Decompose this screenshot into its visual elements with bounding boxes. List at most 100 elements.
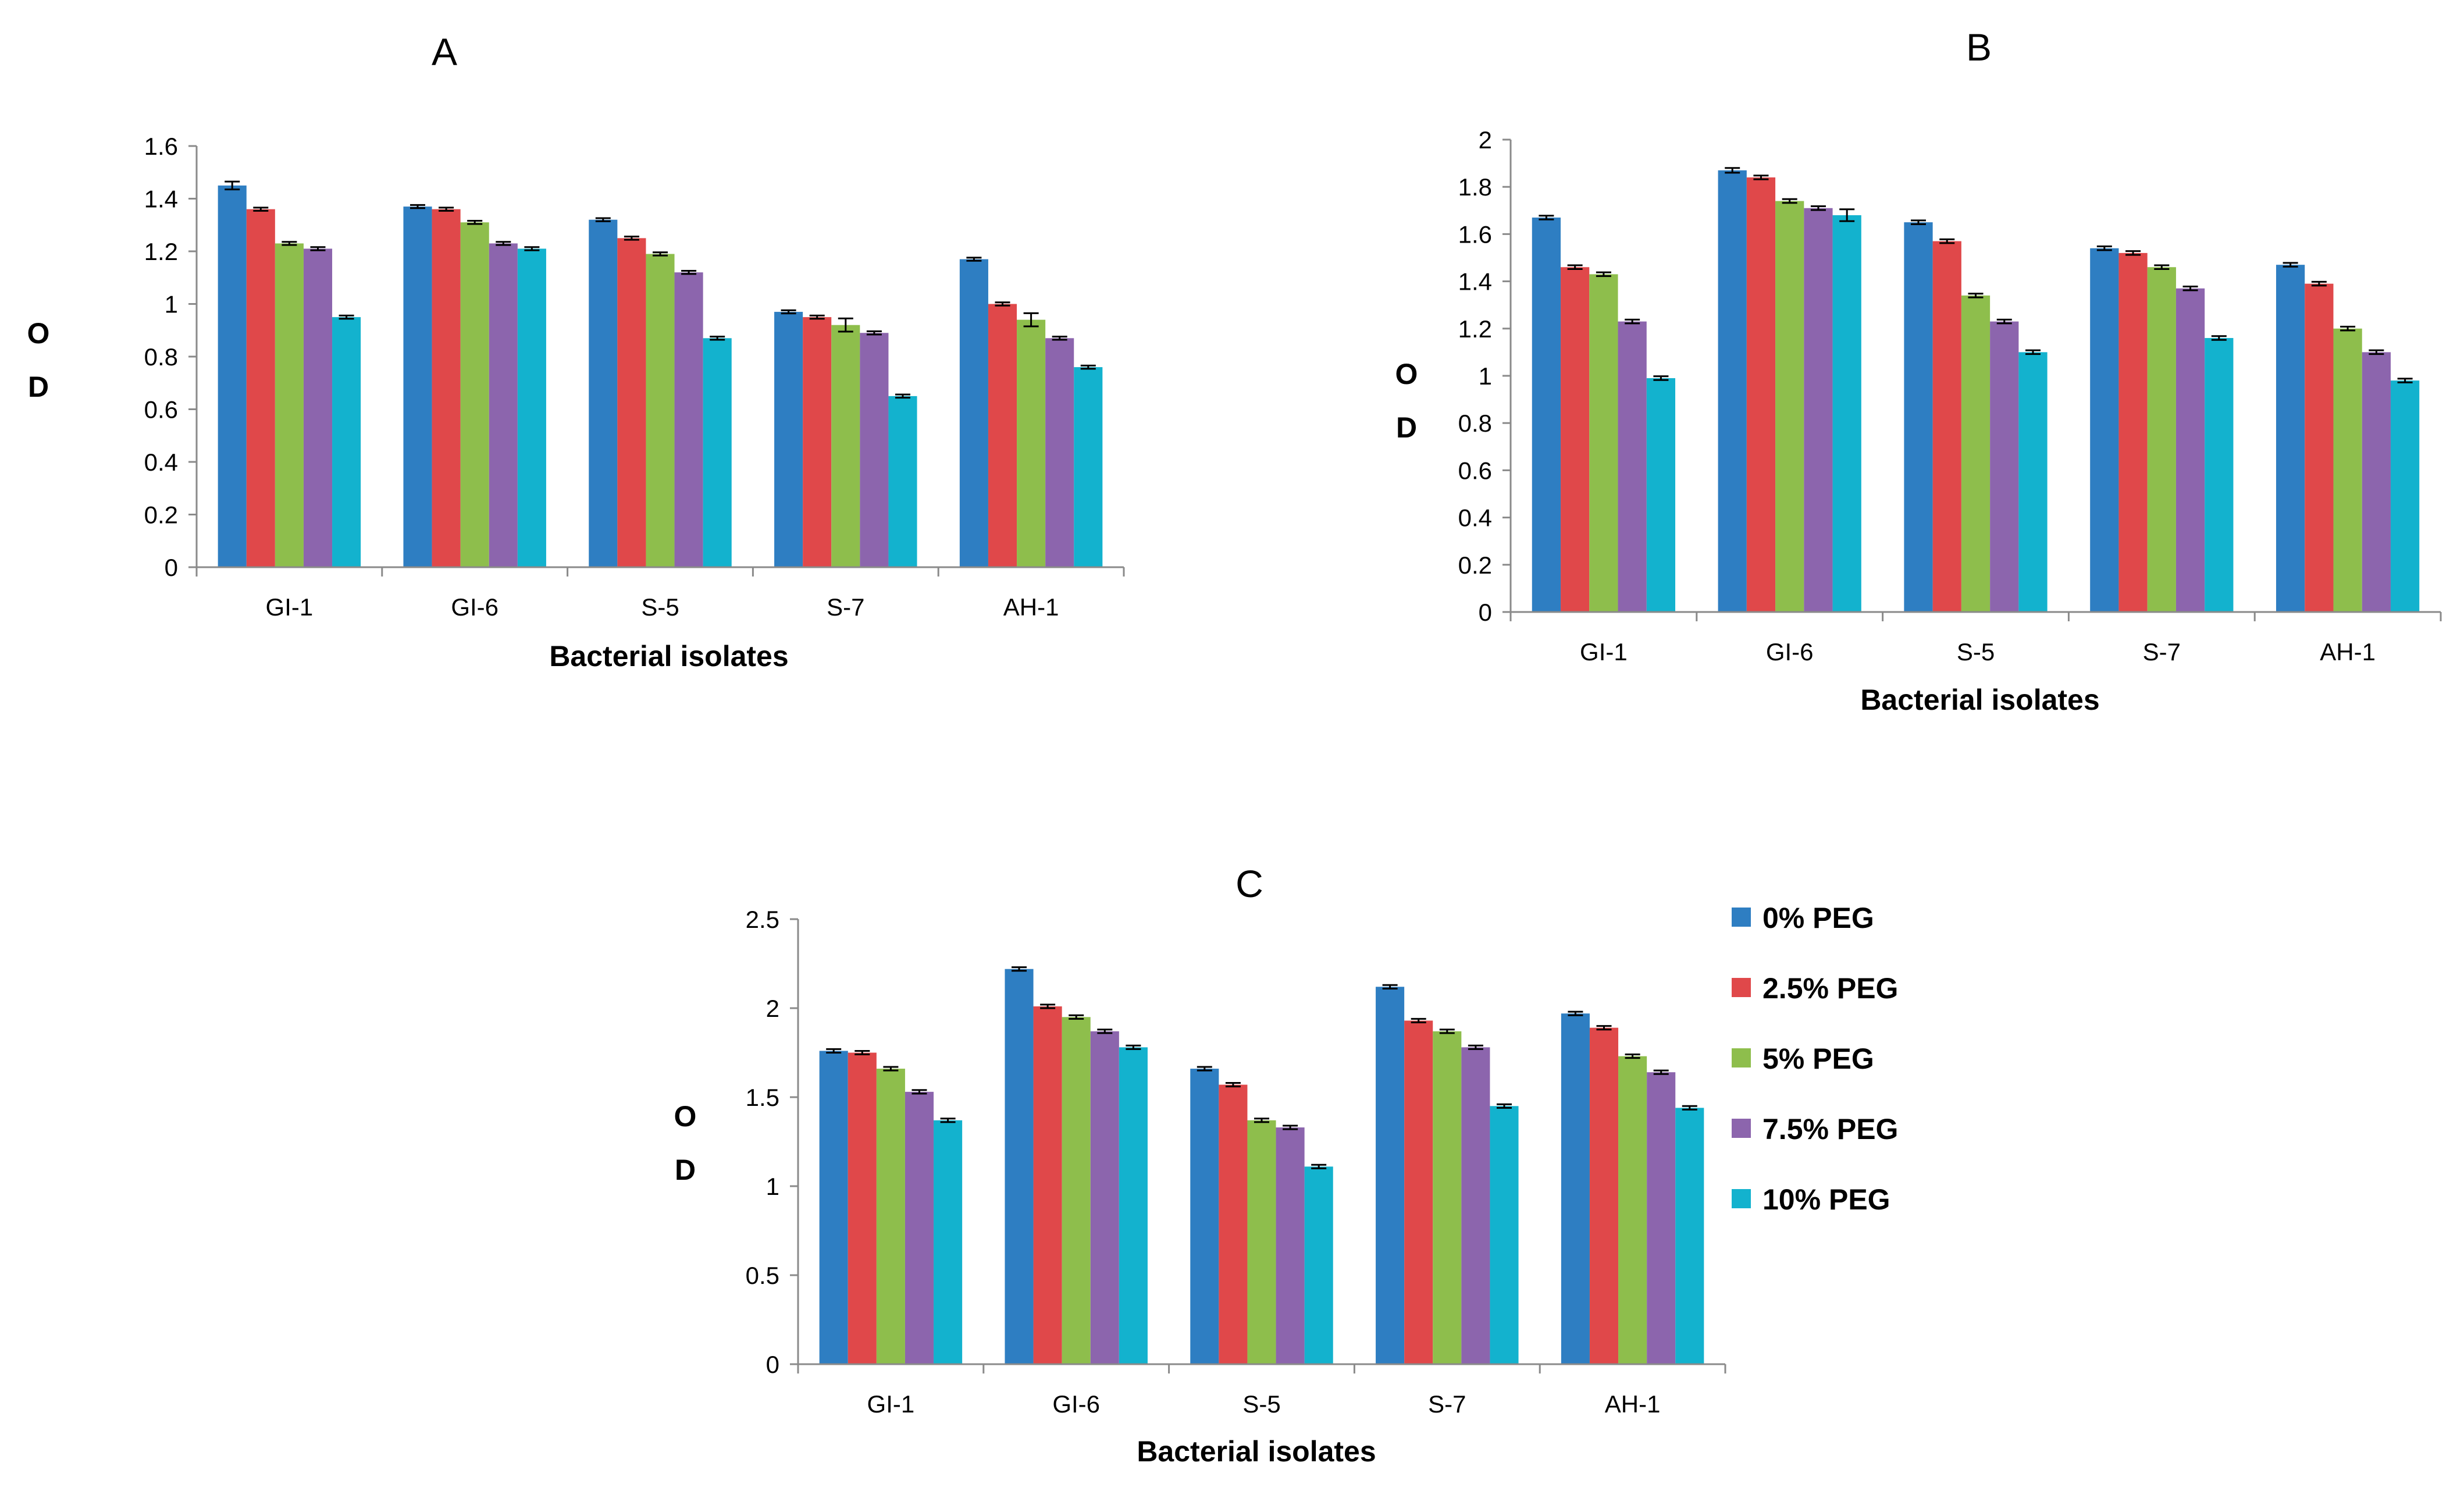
legend-label: 2.5% PEG: [1762, 972, 1898, 1005]
bar: [1033, 1006, 1062, 1364]
y-tick-label: 1.6: [1458, 220, 1492, 248]
bar: [1646, 378, 1676, 612]
bar: [2276, 265, 2305, 612]
y-tick-label: 1.4: [144, 186, 178, 213]
y-tick-label: 0.8: [144, 343, 178, 371]
legend-label: 5% PEG: [1762, 1042, 1874, 1075]
bar: [1062, 1017, 1091, 1364]
bar: [959, 259, 988, 567]
bar: [888, 396, 917, 567]
x-tick-label: S-7: [2143, 638, 2181, 666]
bar: [1490, 1106, 1519, 1364]
x-tick-label: GI-6: [1052, 1390, 1100, 1418]
y-axis-label-line-1: O: [674, 1100, 697, 1133]
x-tick-label: GI-1: [266, 593, 314, 621]
bar: [988, 304, 1017, 567]
bar: [1675, 1108, 1704, 1364]
y-axis-label-line-2: D: [1396, 411, 1417, 444]
bar: [1433, 1031, 1462, 1364]
y-tick-label: 0.8: [1458, 410, 1492, 437]
legend: 0% PEG 2.5% PEG 5% PEG 7.5% PEG 10% PEG: [1732, 902, 1898, 1216]
y-tick-label: 0.4: [144, 449, 178, 476]
bar: [1219, 1084, 1248, 1364]
bar: [1775, 201, 1804, 612]
bar: [2090, 248, 2119, 612]
y-tick-label: 1.2: [1458, 315, 1492, 343]
x-tick-label: S-5: [1242, 1390, 1280, 1418]
bar: [831, 325, 860, 567]
bar: [1904, 222, 1933, 613]
x-axis-label: Bacterial isolates: [549, 640, 788, 672]
bar: [2175, 288, 2205, 612]
bar: [2333, 328, 2362, 612]
bar: [1404, 1020, 1433, 1364]
bar: [303, 248, 333, 568]
bar: [876, 1069, 905, 1364]
x-tick-label: GI-6: [1766, 638, 1814, 666]
bar: [905, 1091, 934, 1364]
bar: [1276, 1127, 1305, 1364]
chart-panel-c: C O D Bacterial isolates 0 0.5 1 1.5 2 2.5 GI-…: [674, 862, 1726, 1468]
bar: [2362, 352, 2391, 612]
y-axis-label-line-2: D: [28, 371, 49, 403]
x-axis-label: Bacterial isolates: [1860, 684, 2099, 716]
bar: [1190, 1069, 1219, 1364]
bar: [517, 248, 546, 568]
bar: [2147, 267, 2176, 612]
bar: [774, 312, 803, 567]
bar: [674, 272, 703, 567]
bar: [1074, 367, 1103, 567]
bar: [1304, 1166, 1333, 1364]
bar: [1961, 295, 1991, 613]
bar: [1461, 1047, 1490, 1364]
bar: [2205, 338, 2234, 612]
y-tick-label: 1: [766, 1173, 779, 1200]
bar: [1832, 215, 1861, 612]
chart-title: B: [1966, 26, 1992, 69]
bar: [819, 1051, 848, 1364]
y-tick-label: 0.6: [1458, 457, 1492, 484]
y-tick-label: 2.5: [746, 906, 779, 933]
bar: [1990, 321, 2019, 612]
bar: [2305, 283, 2334, 612]
bar: [403, 207, 432, 567]
x-axis-label: Bacterial isolates: [1137, 1435, 1376, 1468]
bar: [617, 238, 646, 567]
bar: [1589, 274, 1618, 612]
y-tick-label: 2: [766, 995, 779, 1022]
bar: [1589, 1027, 1619, 1364]
y-tick-label: 0.5: [746, 1262, 779, 1289]
y-tick-label: 0.4: [1458, 504, 1492, 532]
bar: [1718, 170, 1747, 612]
x-tick-label: S-5: [641, 593, 679, 621]
x-tick-label: S-7: [827, 593, 864, 621]
x-tick-label: GI-6: [451, 593, 499, 621]
bar: [489, 243, 518, 567]
x-tick-label: AH-1: [2320, 638, 2376, 666]
x-tick-label: GI-1: [867, 1390, 915, 1418]
bar: [589, 219, 618, 567]
bar: [432, 209, 461, 568]
bar: [460, 222, 489, 568]
y-tick-label: 0.6: [144, 396, 178, 424]
bar: [860, 333, 889, 567]
x-tick-label: AH-1: [1003, 593, 1059, 621]
x-tick-label: AH-1: [1605, 1390, 1661, 1418]
bar: [218, 185, 247, 567]
bar: [1804, 208, 1833, 612]
bar: [275, 243, 304, 567]
bar: [2118, 252, 2148, 612]
legend-swatch: [1732, 1048, 1751, 1067]
y-tick-label: 0: [1479, 599, 1492, 626]
legend-swatch: [1732, 908, 1751, 927]
legend-label: 7.5% PEG: [1762, 1113, 1898, 1145]
bar: [1119, 1047, 1148, 1364]
y-tick-label: 0.2: [1458, 551, 1492, 579]
y-tick-label: 0.2: [144, 501, 178, 529]
legend-swatch: [1732, 978, 1751, 997]
chart-panel-a: A O D Bacterial isolates 0 0.2 0.4 0.6 0.8 1 1…: [27, 30, 1125, 672]
bar: [848, 1052, 877, 1364]
y-tick-label: 2: [1479, 126, 1492, 154]
bar: [646, 254, 675, 567]
y-tick-label: 1: [1479, 362, 1492, 390]
